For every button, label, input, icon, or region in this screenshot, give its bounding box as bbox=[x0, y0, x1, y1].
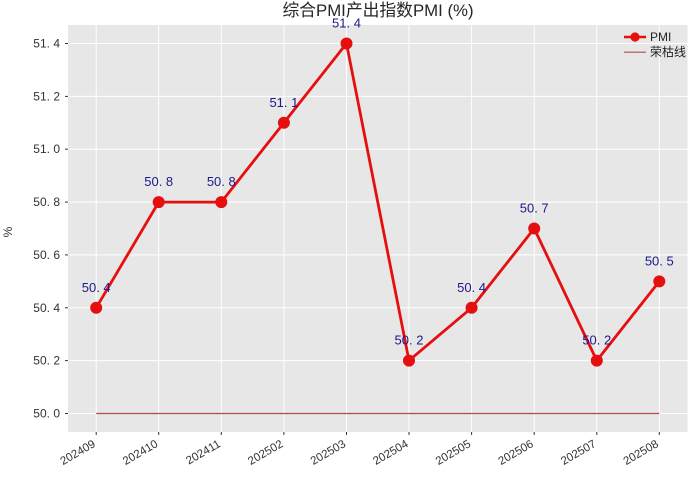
svg-text:50. 2: 50. 2 bbox=[582, 333, 611, 348]
svg-text:202502: 202502 bbox=[246, 438, 285, 468]
svg-text:50. 4: 50. 4 bbox=[457, 280, 486, 295]
svg-text:综合PMI产出指数PMI (%): 综合PMI产出指数PMI (%) bbox=[282, 1, 473, 20]
svg-text:202507: 202507 bbox=[559, 438, 598, 468]
svg-text:202411: 202411 bbox=[184, 438, 223, 467]
svg-text:51. 4: 51. 4 bbox=[33, 37, 60, 51]
svg-text:50. 2: 50. 2 bbox=[33, 354, 60, 368]
svg-text:50. 7: 50. 7 bbox=[520, 201, 549, 216]
svg-text:202505: 202505 bbox=[434, 438, 473, 468]
svg-text:荣枯线: 荣枯线 bbox=[650, 44, 686, 59]
svg-text:50. 4: 50. 4 bbox=[33, 301, 60, 315]
svg-text:202504: 202504 bbox=[371, 438, 411, 468]
svg-text:202506: 202506 bbox=[496, 438, 535, 468]
svg-text:PMI: PMI bbox=[650, 30, 671, 44]
svg-text:202508: 202508 bbox=[622, 438, 661, 468]
svg-text:50. 8: 50. 8 bbox=[33, 195, 60, 209]
svg-text:51. 2: 51. 2 bbox=[33, 89, 60, 103]
svg-text:50. 4: 50. 4 bbox=[82, 280, 111, 295]
svg-text:%: % bbox=[1, 226, 15, 237]
svg-text:202410: 202410 bbox=[121, 438, 160, 468]
svg-text:50. 8: 50. 8 bbox=[207, 174, 236, 189]
svg-text:51. 4: 51. 4 bbox=[332, 16, 361, 31]
svg-text:202409: 202409 bbox=[58, 438, 97, 468]
svg-text:50. 2: 50. 2 bbox=[395, 333, 424, 348]
svg-text:202503: 202503 bbox=[309, 438, 348, 468]
svg-text:50. 6: 50. 6 bbox=[33, 248, 60, 262]
svg-text:51. 1: 51. 1 bbox=[269, 95, 298, 110]
svg-text:50. 8: 50. 8 bbox=[144, 174, 173, 189]
svg-text:51. 0: 51. 0 bbox=[33, 142, 60, 156]
svg-text:50. 0: 50. 0 bbox=[33, 407, 60, 421]
svg-text:50. 5: 50. 5 bbox=[645, 253, 674, 268]
